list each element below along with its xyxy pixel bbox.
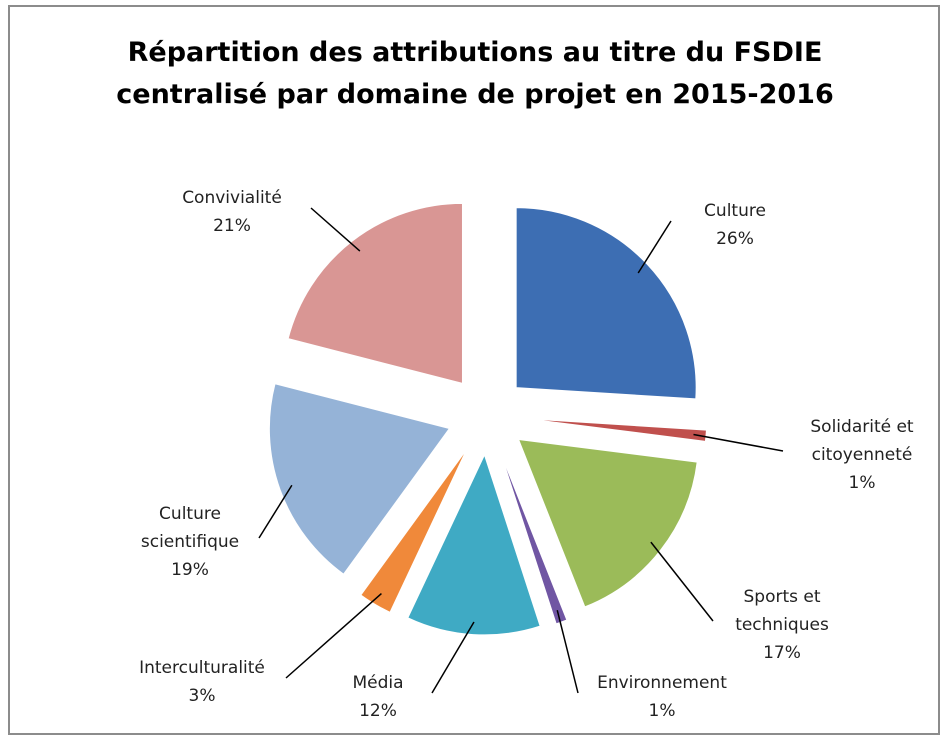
- leader-line: [693, 433, 784, 452]
- leader-line: [431, 621, 475, 694]
- pie-slice: [360, 449, 468, 613]
- label-value: 26%: [716, 229, 754, 249]
- leader-line: [258, 484, 293, 539]
- data-label: Solidarité et citoyenneté 1%: [787, 413, 937, 497]
- leader-line: [310, 207, 361, 252]
- label-value: 19%: [171, 560, 209, 580]
- label-name: Culture: [704, 201, 766, 221]
- label-value: 12%: [359, 701, 397, 721]
- data-label: Culture 26%: [675, 197, 795, 253]
- pie-slice: [500, 452, 568, 625]
- data-label: Environnement 1%: [582, 669, 742, 725]
- pie-slice: [407, 453, 541, 636]
- label-name: Environnement: [597, 673, 727, 693]
- label-name: Convivialité: [182, 188, 282, 208]
- label-value: 1%: [648, 701, 676, 721]
- pie-slice: [268, 383, 451, 575]
- pie-slice: [526, 418, 707, 442]
- leader-line: [650, 541, 714, 622]
- label-value: 1%: [848, 473, 876, 493]
- label-name: Interculturalité: [139, 658, 265, 678]
- data-label: Culture scientifique 19%: [125, 500, 255, 584]
- pie-slice: [517, 438, 698, 608]
- data-label: Convivialité 21%: [157, 184, 307, 240]
- pie-slice: [515, 207, 697, 400]
- label-name: Média: [352, 673, 404, 693]
- leader-line: [556, 609, 579, 694]
- data-label: Média 12%: [328, 669, 428, 725]
- leader-line: [637, 220, 672, 274]
- data-label: Interculturalité 3%: [122, 654, 282, 710]
- label-name: Sports et techniques: [735, 587, 829, 635]
- label-value: 21%: [213, 216, 251, 236]
- data-label: Sports et techniques 17%: [717, 583, 847, 667]
- pie-slice: [287, 202, 463, 385]
- label-value: 3%: [188, 686, 216, 706]
- label-name: Solidarité et citoyenneté: [810, 417, 914, 465]
- label-value: 17%: [763, 643, 801, 663]
- leader-line: [285, 592, 382, 679]
- chart-title: Répartition des attributions au titre du…: [116, 37, 834, 110]
- label-name: Culture scientifique: [140, 504, 240, 552]
